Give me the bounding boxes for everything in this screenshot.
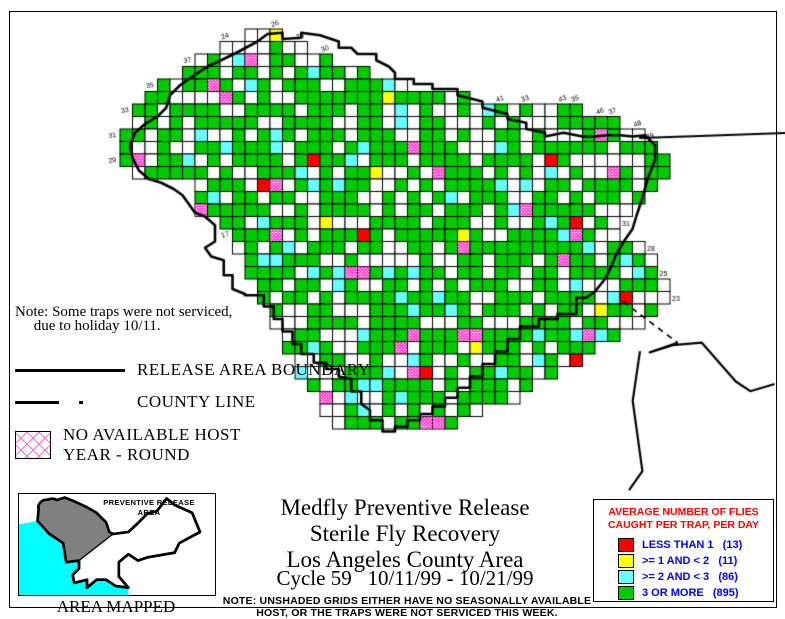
svg-text:AREA: AREA — [138, 508, 161, 517]
svg-text:PREVENTIVE RELEASE: PREVENTIVE RELEASE — [103, 498, 194, 507]
